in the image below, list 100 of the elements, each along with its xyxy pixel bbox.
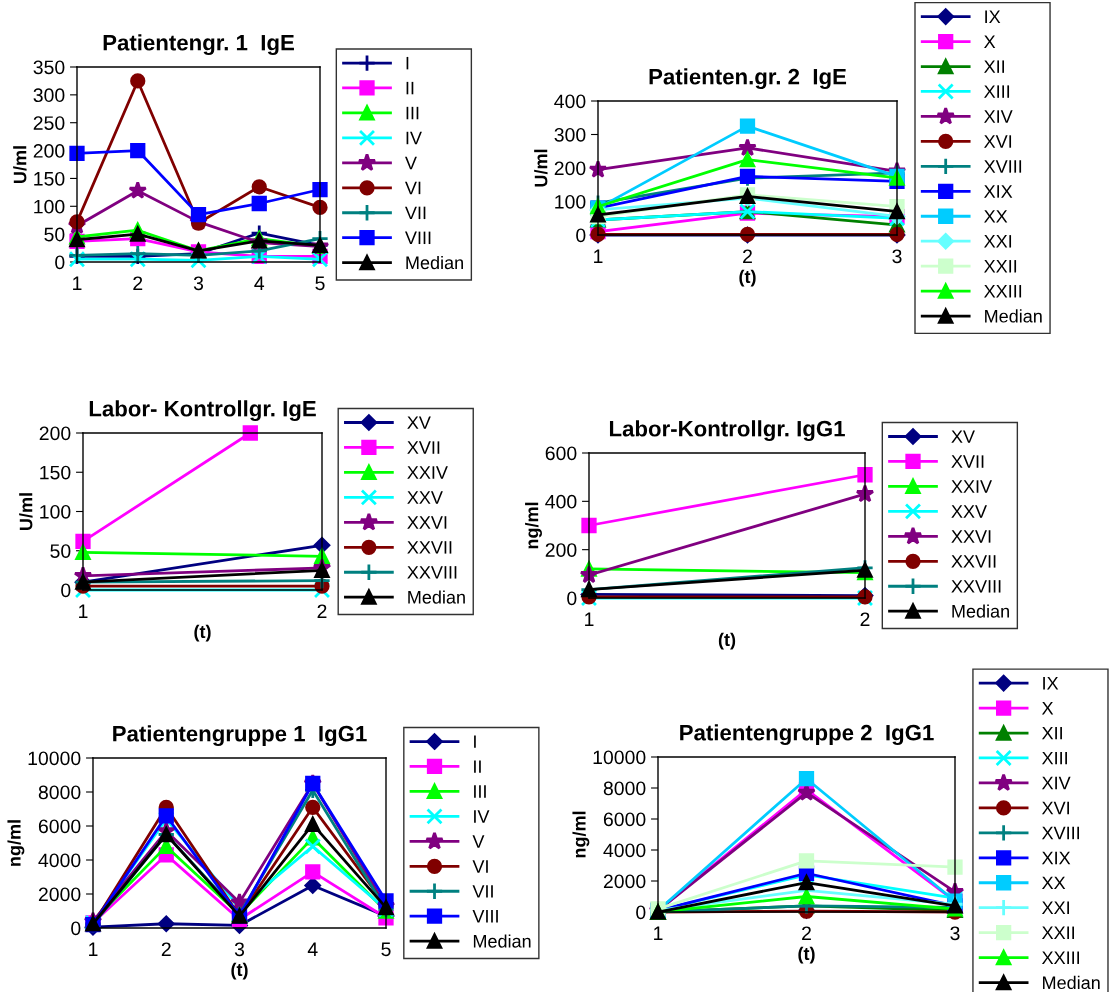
legend-label: XXVII [951,555,996,568]
legend-label: Median [473,934,531,948]
legend-label: XXIV [407,466,448,479]
y-tick-label: 0 [55,255,65,270]
y-tick-label: 0 [61,583,71,598]
chart-title: Patientengruppe 2 IgG1 [680,724,934,746]
legend-label: XXIII [984,285,1022,298]
y-tick-label: 200 [39,426,71,441]
x-tick-label: 4 [307,942,318,956]
x-tick-label: 2 [860,612,870,626]
y-axis-title: U/ml [534,149,548,187]
y-tick-label: 8000 [603,781,646,796]
legend-label: XXIV [951,480,992,493]
y-tick-label: 2000 [38,887,81,902]
legend-label: XVIII [1041,826,1080,840]
y-tick-label: 600 [545,446,577,461]
y-axis-title: ng/ml [525,502,542,549]
x-axis-title: (t) [194,624,211,642]
y-tick-label: 0 [636,905,646,920]
legend-label: VIII [472,910,498,923]
x-axis-title: (t) [798,946,815,964]
legend-label: XXVI [951,530,991,543]
x-tick-label: 3 [950,926,960,941]
legend-label: II [474,760,481,773]
legend-label: XVI [1041,801,1069,815]
y-tick-label: 10000 [28,751,81,766]
legend-label: X [984,35,996,48]
legend-label: XVIII [984,160,1022,173]
legend-label: I [474,735,476,748]
legend-label: X [1041,701,1054,715]
chart-title: Labor-Kontrollgr. IgG1 [609,420,845,442]
y-tick-label: 50 [44,227,65,242]
y-tick-label: 150 [34,171,65,186]
legend-label: XVII [951,455,984,468]
x-tick-label: 1 [73,276,82,290]
legend-label: Median [1043,975,1100,990]
legend-label: XXVII [407,541,452,554]
y-tick-label: 300 [554,127,586,142]
y-tick-label: 250 [33,116,65,130]
legend-label: XXVI [407,516,447,529]
x-tick-label: 2 [161,942,171,956]
legend-label: XXII [984,260,1017,273]
y-tick-label: 50 [50,544,71,558]
x-tick-label: 2 [743,249,752,263]
chart-title: Patienten.gr. 2 IgE [649,68,847,90]
x-tick-label: 5 [381,942,391,957]
legend-label: IX [985,10,1001,23]
y-axis-title: U/ml [13,146,27,183]
x-tick-label: 4 [254,276,265,290]
legend-label: XXII [1041,926,1074,939]
legend-label: I [406,56,409,70]
y-tick-label: 150 [40,465,71,480]
x-tick-label: 1 [594,249,603,263]
x-tick-label: 1 [79,604,88,618]
legend-label: Median [408,590,465,604]
x-tick-label: 3 [193,276,204,291]
y-tick-label: 100 [34,199,65,214]
y-tick-label: 400 [545,494,577,509]
y-tick-label: 100 [40,504,71,519]
legend-label: XXVIII [951,580,1001,593]
legend-label: IV [406,131,422,145]
legend-label: V [405,156,417,170]
y-tick-label: 300 [33,88,65,103]
legend-label: XXIII [1041,951,1080,964]
x-tick-label: 5 [315,276,325,291]
y-tick-label: 0 [576,228,586,243]
legend-label: XXI [1041,901,1069,915]
legend-label: XV [951,430,975,443]
y-axis-title: ng/ml [7,820,25,866]
y-tick-label: 200 [545,543,577,557]
legend-label: Median [406,255,463,270]
legend-label: III [406,106,419,120]
legend-label: XIX [984,185,1013,198]
y-tick-label: 100 [555,194,586,209]
legend-label: II [406,81,414,95]
y-axis-title: U/ml [19,493,33,530]
legend-label: IV [474,810,490,823]
legend-label: VII [405,206,426,220]
y-tick-label: 4000 [38,853,81,868]
legend-label: XVI [984,135,1012,148]
y-tick-label: 6000 [38,819,81,834]
legend-label: XXI [984,235,1012,248]
x-axis-title: (t) [231,962,248,980]
legend-label: V [472,835,485,848]
y-tick-label: 8000 [38,785,81,800]
legend-label: XIV [984,110,1013,123]
legend-label: VI [472,860,488,873]
x-axis-title: (t) [718,632,736,650]
x-axis-title: (t) [739,269,756,287]
legend-label: XXV [951,505,987,518]
legend-label: XXVIII [407,566,457,579]
y-tick-label: 0 [71,921,81,936]
y-tick-label: 200 [33,144,65,158]
y-tick-label: 2000 [603,874,646,889]
legend-label: XVII [407,441,440,454]
legend-label: XXV [407,491,443,504]
legend-label: XIII [984,85,1010,98]
y-tick-label: 10000 [593,750,646,765]
x-tick-label: 3 [234,942,245,957]
legend-label: XX [984,210,1008,223]
